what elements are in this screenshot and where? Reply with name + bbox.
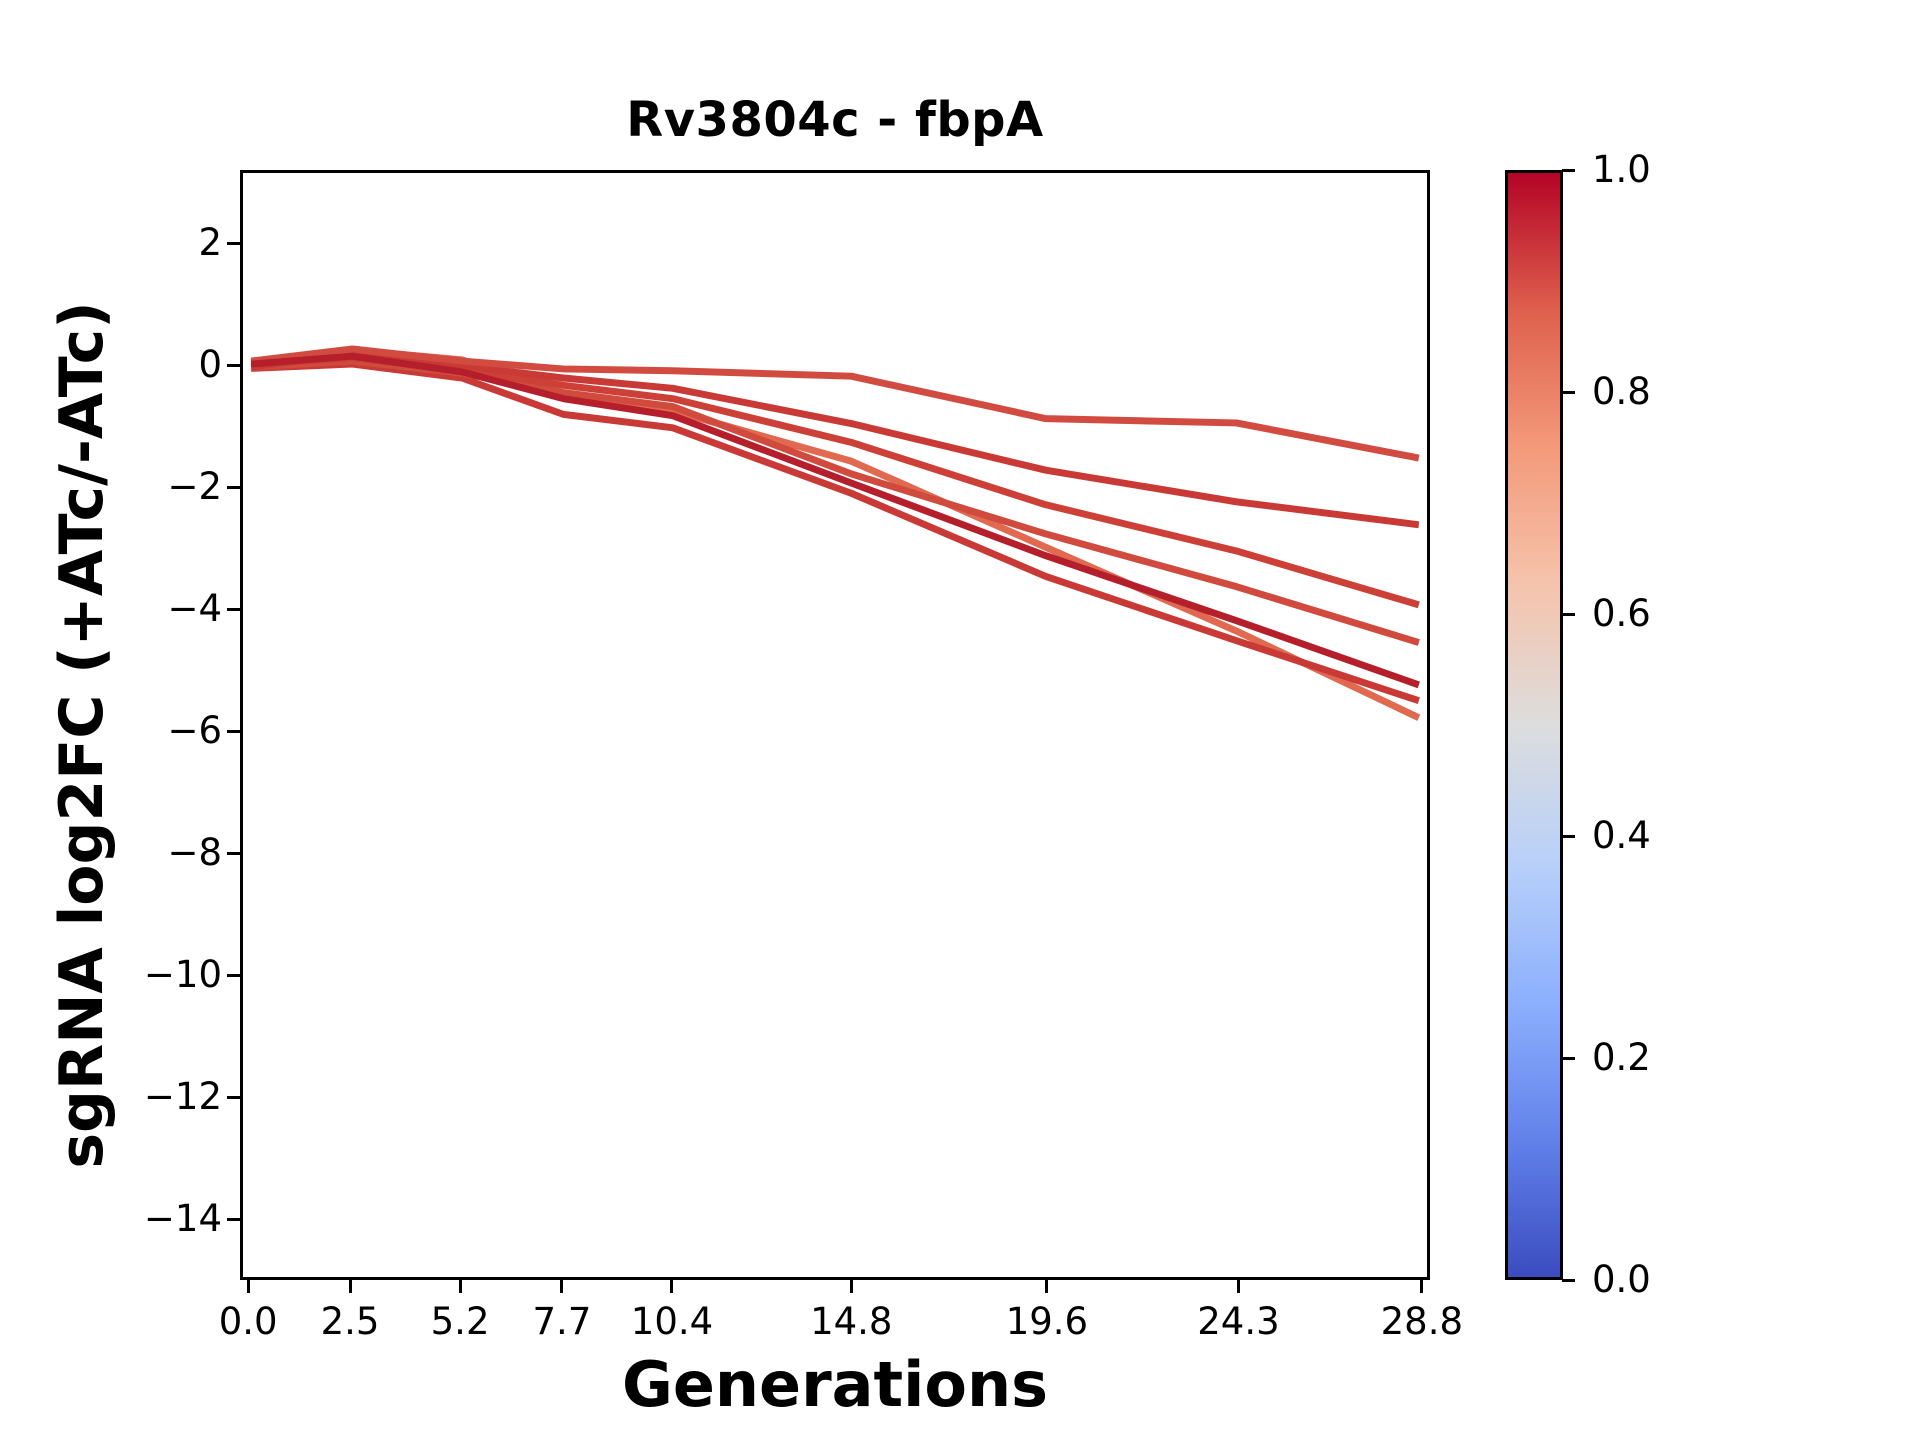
y-tick [227, 241, 240, 245]
colorbar-tick [1562, 1056, 1575, 1060]
x-tick [458, 1280, 462, 1293]
y-tick-label: −10 [143, 953, 222, 997]
colorbar-tick-label: 1.0 [1592, 148, 1651, 191]
y-tick-label: 2 [198, 221, 222, 265]
x-tick-label: 10.4 [630, 1300, 714, 1343]
x-tick [849, 1280, 853, 1293]
colorbar-tick [1562, 612, 1575, 616]
x-tick-label: 5.2 [430, 1300, 490, 1343]
x-tick-label: 19.6 [1005, 1300, 1089, 1343]
y-tick-label: −8 [167, 831, 222, 875]
y-tick [227, 973, 240, 977]
colorbar-tick [1562, 834, 1575, 838]
x-tick [246, 1280, 250, 1293]
chart-title: Rv3804c - fbpA [626, 92, 1044, 148]
y-tick [227, 851, 240, 855]
x-tick [1420, 1280, 1424, 1293]
x-axis-label: Generations [621, 1348, 1049, 1421]
x-tick [560, 1280, 564, 1293]
y-tick-label: 0 [198, 343, 222, 387]
plot-area [240, 170, 1430, 1280]
colorbar-tick [1562, 1278, 1575, 1282]
colorbar-tick-label: 0.6 [1592, 592, 1651, 635]
y-tick [227, 729, 240, 733]
x-tick-label: 14.8 [810, 1300, 893, 1343]
x-tick [670, 1280, 674, 1293]
x-tick [348, 1280, 352, 1293]
y-tick-label: −2 [167, 465, 222, 509]
y-tick [227, 363, 240, 367]
x-tick [1236, 1280, 1240, 1293]
colorbar-tick-label: 0.8 [1592, 370, 1651, 413]
x-tick-label: 24.3 [1197, 1300, 1280, 1343]
series-line-sgRNA-5 [250, 352, 1420, 689]
y-tick-label: −12 [143, 1075, 222, 1119]
x-tick-label: 0.0 [218, 1300, 278, 1343]
y-tick [227, 607, 240, 611]
y-tick-label: −14 [143, 1197, 222, 1240]
x-tick [1045, 1280, 1049, 1293]
colorbar-tick-label: 0.4 [1592, 814, 1651, 857]
y-tick-label: −6 [167, 709, 222, 753]
y-axis-label-text: sgRNA log2FC (+ATc/-ATc) [47, 301, 117, 1169]
series-line-sgRNA-7 [250, 346, 1421, 721]
y-tick [227, 1095, 240, 1099]
lines-svg [250, 345, 1421, 721]
colorbar-tick [1562, 390, 1575, 394]
x-tick-label: 7.7 [532, 1300, 592, 1343]
colorbar-gradient [1508, 173, 1560, 1277]
x-tick-label: 28.8 [1380, 1300, 1464, 1343]
series-line-sgRNA-1 [250, 345, 1420, 462]
series-line-sgRNA-2 [250, 350, 1420, 529]
colorbar-tick-label: 0.2 [1592, 1036, 1651, 1079]
y-tick-label: −4 [167, 587, 222, 631]
colorbar-tick [1562, 168, 1575, 172]
series-line-sgRNA-6 [251, 360, 1420, 705]
x-tick-label: 2.5 [320, 1300, 380, 1343]
y-tick [227, 485, 240, 489]
y-tick [227, 1217, 240, 1221]
colorbar-tick-label: 0.0 [1592, 1258, 1651, 1301]
colorbar [1505, 170, 1563, 1280]
series-line-sgRNA-3 [250, 354, 1420, 609]
